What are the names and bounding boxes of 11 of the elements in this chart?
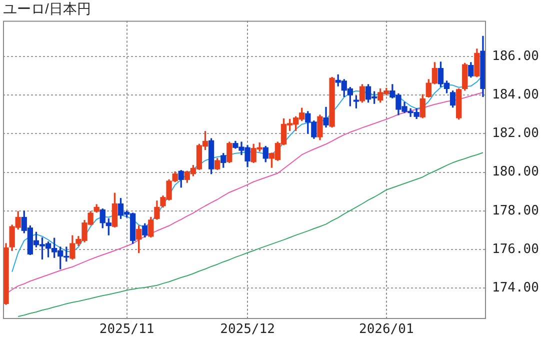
y-tick-label: 180.00 <box>492 164 539 180</box>
y-tick-label: 176.00 <box>492 242 539 257</box>
x-tick-label: 2026/01 <box>358 322 414 338</box>
x-tick-label: 2025/11 <box>99 322 154 338</box>
x-tick-label: 2025/12 <box>220 322 275 338</box>
chart-title: ユーロ/日本円 <box>3 0 91 16</box>
y-tick-label: 186.00 <box>492 48 539 64</box>
y-tick-label: 184.00 <box>492 87 539 102</box>
y-tick-label: 174.00 <box>492 280 539 296</box>
y-tick-label: 178.00 <box>492 203 539 218</box>
y-tick-label: 182.00 <box>492 126 539 142</box>
